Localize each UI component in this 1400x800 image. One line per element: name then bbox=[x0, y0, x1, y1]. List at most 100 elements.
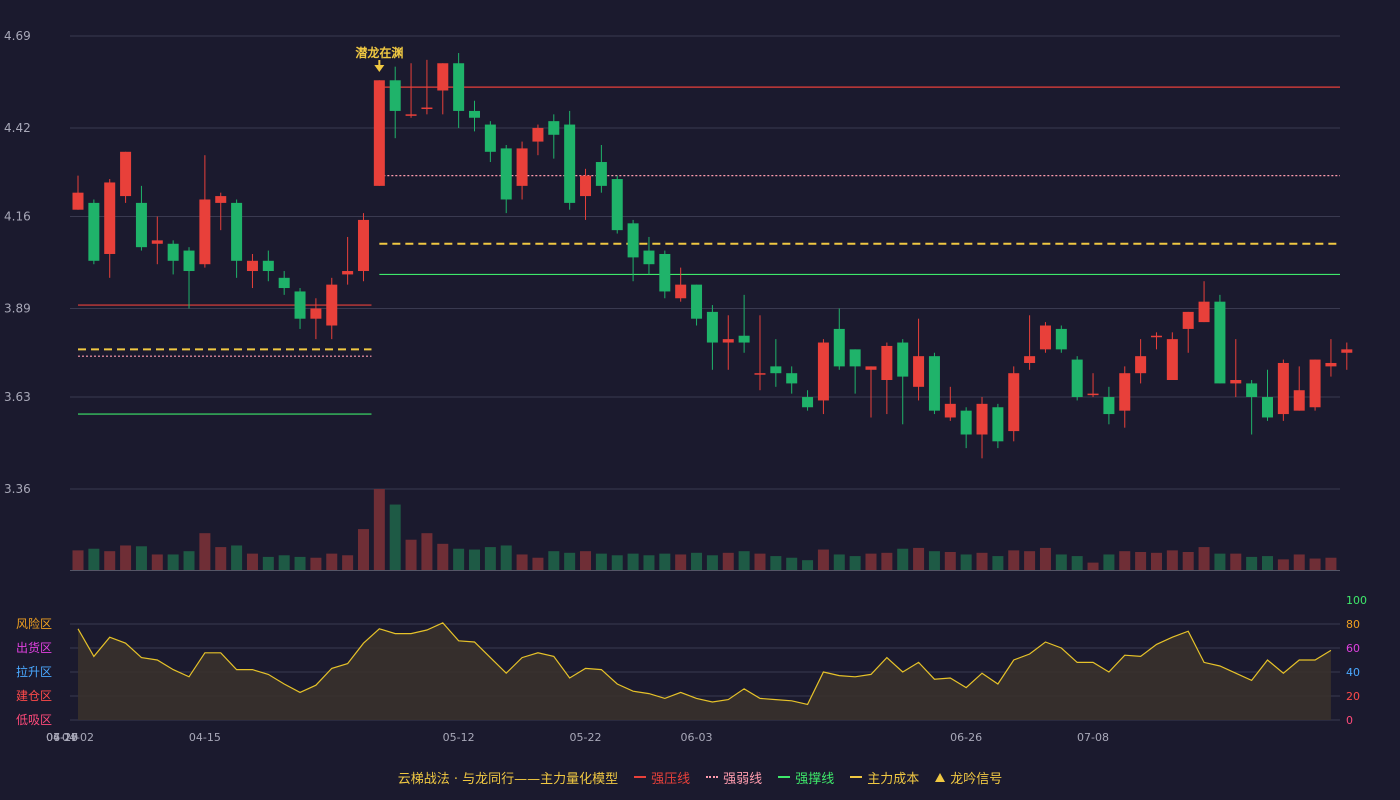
candle bbox=[659, 250, 671, 299]
legend-item-signal[interactable]: 龙吟信号 bbox=[935, 768, 1002, 787]
legend-label: 强弱线 bbox=[723, 771, 763, 787]
signal-layer: 潜龙在渊 bbox=[355, 45, 403, 72]
candle-body bbox=[1087, 393, 1099, 396]
volume-bar bbox=[960, 554, 972, 570]
volume-bar bbox=[817, 549, 829, 570]
candle bbox=[389, 66, 401, 139]
candle-body bbox=[738, 335, 750, 343]
volume-bar bbox=[849, 556, 861, 570]
date-tick-label: 06-03 bbox=[681, 731, 713, 744]
candle bbox=[1119, 366, 1131, 428]
candle bbox=[992, 403, 1004, 449]
candle-body bbox=[500, 148, 512, 200]
triangle-icon bbox=[935, 772, 946, 782]
volume-bar bbox=[469, 549, 480, 570]
candle bbox=[310, 298, 322, 340]
candle bbox=[120, 151, 132, 203]
candle bbox=[167, 240, 179, 275]
candle-body bbox=[231, 202, 243, 261]
price-tick-label: 4.42 bbox=[4, 121, 31, 135]
volume-bar bbox=[992, 556, 1004, 570]
candle-body bbox=[817, 342, 829, 401]
candle-body bbox=[1246, 383, 1258, 398]
candle-body bbox=[294, 291, 306, 319]
candle bbox=[88, 199, 100, 265]
volume-bar bbox=[1024, 551, 1036, 570]
volume-bar bbox=[1277, 559, 1289, 570]
legend-label: 龙吟信号 bbox=[950, 771, 1003, 787]
candle-body bbox=[722, 339, 734, 343]
candle-body bbox=[1166, 339, 1178, 381]
indicator-tick-label: 100 bbox=[1346, 594, 1367, 607]
candle bbox=[262, 250, 274, 282]
legend-item-weak-line[interactable]: 强弱线 bbox=[706, 768, 762, 787]
candle-body bbox=[1182, 311, 1194, 329]
candle bbox=[706, 305, 718, 370]
volume-bar bbox=[564, 552, 576, 570]
candle-body bbox=[310, 308, 322, 319]
candle bbox=[421, 59, 433, 115]
volume-bar bbox=[484, 547, 496, 570]
volume-bar bbox=[1214, 553, 1226, 570]
volume-bar bbox=[500, 545, 512, 570]
legend-item-main-cost[interactable]: 主力成本 bbox=[850, 768, 919, 787]
volume-bar bbox=[135, 546, 147, 570]
candle-body bbox=[1277, 362, 1289, 415]
candle-body bbox=[802, 397, 814, 408]
candle-body bbox=[1150, 335, 1162, 338]
volume-bar bbox=[231, 545, 243, 570]
date-tick-label: 05-22 bbox=[570, 731, 602, 744]
candle bbox=[199, 155, 211, 268]
legend-item-support-line[interactable]: 强撑线 bbox=[778, 768, 834, 787]
volume-bar bbox=[643, 555, 655, 570]
legend-swatch-solid-red-icon bbox=[634, 776, 647, 778]
candle-body bbox=[1325, 362, 1337, 367]
candle bbox=[802, 390, 814, 411]
indicator-area bbox=[78, 622, 1331, 720]
indicator-tick-label: 40 bbox=[1346, 666, 1360, 679]
volume-bar bbox=[928, 551, 940, 570]
volume-bar bbox=[595, 553, 607, 570]
candle bbox=[1071, 356, 1083, 401]
candle bbox=[564, 110, 576, 210]
legend-swatch-solid-green-icon bbox=[778, 776, 791, 778]
candle-body bbox=[405, 114, 417, 116]
volume-bar bbox=[548, 551, 560, 570]
candle bbox=[1230, 339, 1242, 398]
candle-body bbox=[183, 250, 195, 272]
indicator-tick-label: 80 bbox=[1346, 618, 1360, 631]
volume-bar bbox=[516, 554, 528, 570]
candle bbox=[548, 114, 560, 159]
volume-bar bbox=[199, 533, 211, 570]
volume-bar bbox=[1008, 550, 1020, 570]
candle-body bbox=[215, 196, 227, 203]
candle-body bbox=[643, 250, 655, 265]
candle-body bbox=[691, 284, 703, 319]
volume-bar bbox=[706, 555, 718, 570]
legend-title: 云梯战法 · 与龙同行——主力量化模型 bbox=[398, 768, 618, 787]
candle-body bbox=[389, 80, 401, 111]
candle-body bbox=[580, 175, 592, 197]
indicator-zone-label: 风险区 bbox=[16, 616, 52, 631]
candle-body bbox=[564, 124, 576, 203]
candle-body bbox=[1293, 390, 1305, 411]
indicator-zone-label: 建仓区 bbox=[16, 689, 52, 703]
volume-bar bbox=[104, 551, 116, 570]
candle bbox=[405, 63, 417, 118]
candle-body bbox=[262, 260, 274, 272]
candle bbox=[944, 386, 956, 421]
axis-labels: 4.69 4.42 4.16 3.89 3.63 3.36 100 80 60 40 20 0 风险区出… bbox=[4, 29, 1367, 744]
volume-bar bbox=[389, 504, 401, 570]
indicator-panel bbox=[77, 622, 1332, 720]
candle bbox=[500, 144, 512, 214]
candle-body bbox=[960, 410, 972, 435]
volume-bar bbox=[183, 551, 195, 570]
date-tick-label: 06-15 bbox=[46, 731, 78, 744]
candle bbox=[453, 53, 465, 128]
volume-bar bbox=[881, 552, 893, 570]
date-tick-label: 04-15 bbox=[189, 731, 221, 744]
candle bbox=[595, 144, 607, 193]
volume-bar bbox=[1262, 556, 1273, 570]
legend-item-strong-pressure[interactable]: 强压线 bbox=[634, 768, 690, 787]
volume-bar bbox=[421, 533, 433, 570]
